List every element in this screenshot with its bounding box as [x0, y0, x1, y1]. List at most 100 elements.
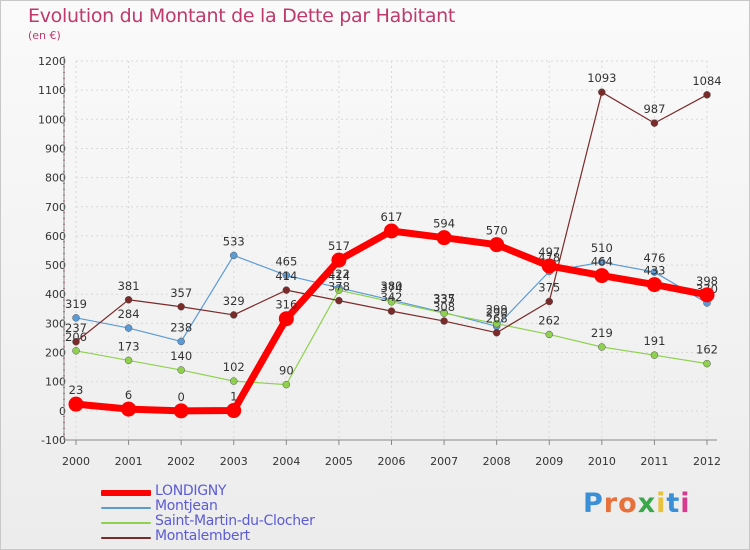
data-label: 162 — [696, 343, 718, 357]
data-point — [68, 396, 84, 412]
data-label: 191 — [643, 334, 665, 348]
data-label: 342 — [381, 290, 403, 304]
data-label: 0 — [178, 390, 185, 404]
data-point — [124, 356, 133, 365]
data-point — [121, 401, 137, 417]
logo-letter: o — [618, 488, 638, 519]
data-label: 238 — [170, 320, 192, 334]
data-label: 380 — [381, 279, 403, 293]
y-tick-label: 100 — [45, 376, 66, 389]
data-point — [598, 258, 606, 266]
y-tick-label: 400 — [45, 288, 66, 301]
data-label: 433 — [643, 264, 665, 278]
data-label: 378 — [328, 280, 350, 294]
data-label: 1084 — [692, 74, 721, 88]
legend-swatch-montjean — [101, 507, 151, 509]
data-label: 299 — [486, 303, 508, 317]
data-label: 140 — [170, 349, 192, 363]
data-point — [440, 317, 448, 325]
data-point — [703, 359, 711, 368]
data-label: 398 — [696, 274, 718, 288]
data-label: 90 — [279, 364, 294, 378]
data-label: 237 — [65, 321, 87, 335]
data-label: 337 — [433, 292, 455, 306]
data-label: 465 — [275, 254, 297, 268]
data-point — [173, 403, 189, 419]
data-label: 6 — [125, 388, 132, 402]
logo-letter: x — [637, 488, 657, 519]
data-label: 268 — [486, 312, 508, 326]
data-label: 329 — [223, 294, 245, 308]
data-label: 987 — [643, 102, 665, 116]
data-point — [387, 298, 396, 306]
data-point — [440, 309, 448, 317]
data-label: 414 — [275, 269, 297, 283]
data-point — [230, 251, 238, 260]
data-label: 262 — [538, 313, 560, 327]
data-label: 357 — [170, 286, 192, 300]
data-label: 517 — [328, 239, 350, 253]
y-tick-label: 500 — [45, 259, 66, 272]
data-label: 102 — [223, 360, 245, 374]
data-point — [282, 271, 291, 280]
data-point — [335, 296, 343, 305]
data-point — [699, 287, 715, 303]
y-tick-label: 1200 — [38, 55, 66, 68]
data-point — [226, 403, 242, 419]
data-label: 533 — [223, 234, 245, 248]
data-label: 316 — [275, 298, 297, 312]
y-tick-label: 1000 — [38, 113, 66, 126]
data-point — [650, 268, 659, 276]
legend-swatch-montalembert — [101, 537, 151, 539]
data-label: 464 — [591, 255, 613, 269]
y-tick-label: 800 — [45, 172, 66, 185]
data-point — [282, 380, 291, 389]
data-label: 319 — [65, 297, 87, 311]
x-tick-label: 2003 — [220, 455, 248, 468]
line-chart: -100010020030040050060070080090010001100… — [38, 55, 722, 468]
x-tick-label: 2004 — [272, 455, 300, 468]
legend-swatch-londigny — [101, 490, 151, 496]
data-point — [124, 324, 133, 332]
data-label: 219 — [591, 326, 613, 340]
data-point — [177, 303, 185, 311]
y-tick-label: 700 — [45, 201, 66, 214]
data-point — [646, 277, 662, 293]
data-label: 375 — [538, 281, 560, 295]
y-tick-label: 900 — [45, 142, 66, 155]
data-label: 381 — [118, 279, 140, 293]
x-tick-label: 2001 — [115, 455, 143, 468]
logo-letter: t — [666, 488, 681, 519]
data-label: 335 — [433, 292, 455, 306]
y-tick-label: 300 — [45, 317, 66, 330]
data-point — [489, 237, 505, 253]
data-point — [177, 337, 185, 346]
y-tick-label: 600 — [45, 230, 66, 243]
data-label: 476 — [643, 251, 665, 265]
proxiti-logo: Proxiti — [583, 488, 691, 519]
x-tick-label: 2010 — [588, 455, 616, 468]
data-label: 414 — [328, 269, 350, 283]
logo-letter: i — [656, 488, 667, 519]
legend-swatch-saint-martin — [101, 522, 151, 524]
x-tick-label: 2002 — [167, 455, 195, 468]
logo-letter: P — [583, 488, 604, 519]
data-point — [650, 119, 659, 127]
legend-label-montalembert: Montalembert — [155, 528, 250, 544]
x-tick-label: 2009 — [535, 455, 563, 468]
x-tick-label: 2008 — [483, 455, 511, 468]
data-label: 308 — [433, 300, 455, 314]
data-label: 510 — [591, 241, 613, 255]
data-point — [124, 296, 133, 304]
data-label: 284 — [118, 307, 140, 321]
chart-title: Evolution du Montant de la Dette par Hab… — [28, 5, 456, 27]
data-point — [545, 330, 553, 339]
x-tick-label: 2000 — [62, 455, 90, 468]
data-point — [230, 377, 238, 385]
data-point — [598, 88, 606, 96]
data-point — [594, 268, 610, 284]
data-label: 570 — [486, 224, 508, 238]
data-point — [387, 307, 396, 315]
data-label: 1093 — [587, 71, 616, 85]
